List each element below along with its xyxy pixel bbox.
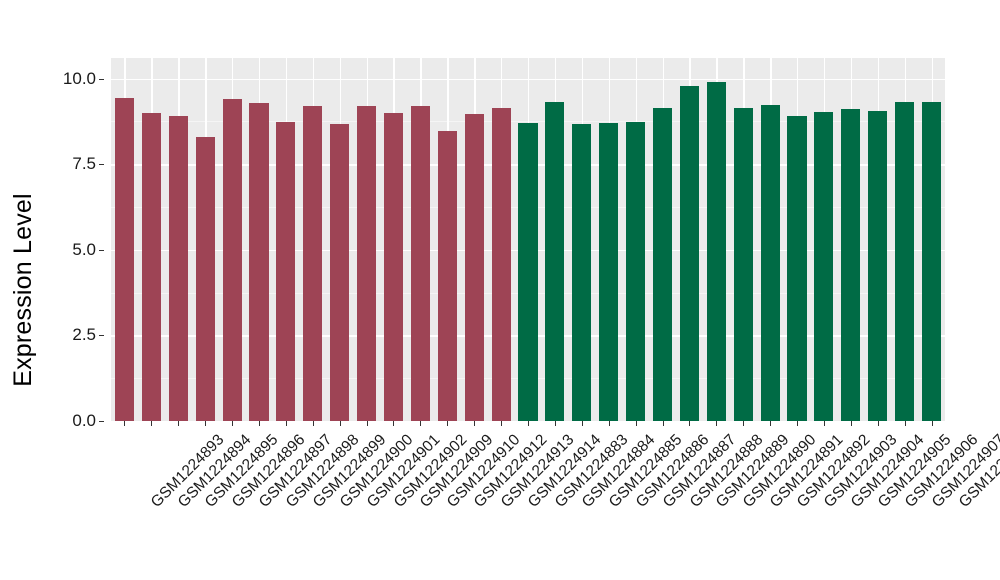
y-axis-tick-mark bbox=[99, 421, 104, 422]
bar bbox=[249, 102, 269, 421]
x-axis-tick-mark bbox=[420, 421, 422, 426]
x-axis-tick-mark bbox=[151, 421, 153, 426]
y-axis-tick-label-group: 0.0 2.5 5.0 7.5 10.0 bbox=[46, 0, 104, 580]
x-axis-tick-mark bbox=[312, 421, 314, 426]
x-axis-tick-mark bbox=[528, 421, 529, 426]
bar bbox=[168, 115, 188, 421]
bar bbox=[921, 102, 942, 421]
x-axis-tick-mark bbox=[393, 421, 395, 426]
x-axis-tick-mark bbox=[258, 421, 260, 426]
y-axis-tick-label: 2.5 bbox=[72, 325, 96, 345]
x-axis-tick-mark bbox=[662, 421, 664, 426]
x-axis-tick-mark bbox=[178, 421, 180, 426]
y-axis-tick-mark bbox=[99, 164, 104, 166]
bar bbox=[787, 116, 807, 421]
x-axis-tick-mark bbox=[285, 421, 287, 426]
x-axis-tick-mark bbox=[554, 421, 556, 426]
x-axis-tick-mark bbox=[716, 421, 718, 426]
y-axis-tick-label: 0.0 bbox=[72, 411, 96, 430]
y-axis-tick-label: 7.5 bbox=[72, 154, 96, 174]
x-axis-tick-mark bbox=[447, 421, 449, 426]
y-axis-tick-mark bbox=[99, 249, 104, 251]
y-axis-tick-label: 10.0 bbox=[62, 68, 96, 88]
bar bbox=[518, 123, 538, 421]
x-axis-tick-mark bbox=[474, 421, 476, 426]
bar bbox=[357, 105, 377, 421]
x-axis-tick-mark bbox=[366, 421, 368, 426]
bar bbox=[114, 98, 134, 421]
bar bbox=[410, 105, 430, 421]
bar bbox=[195, 137, 215, 421]
bar bbox=[679, 85, 699, 421]
x-axis-tick-mark bbox=[232, 421, 234, 426]
bar bbox=[330, 123, 350, 421]
x-axis-tick-mark bbox=[124, 421, 126, 426]
bar bbox=[572, 123, 592, 421]
x-axis-tick-mark bbox=[339, 421, 341, 426]
bar bbox=[868, 111, 888, 421]
x-axis-tick-mark-group bbox=[111, 421, 945, 427]
x-axis-tick-mark bbox=[635, 421, 637, 426]
y-axis-title: Expression Level bbox=[8, 193, 37, 387]
bar bbox=[491, 108, 511, 421]
bar bbox=[626, 122, 646, 421]
bar bbox=[895, 101, 915, 421]
y-axis-tick-mark bbox=[99, 335, 104, 337]
bar bbox=[599, 122, 619, 421]
x-axis-tick-mark bbox=[877, 421, 879, 426]
y-axis-tick-mark bbox=[99, 78, 104, 80]
x-axis-tick-label-group: GSM1224893 GSM1224894 GSM1224895 GSM1224896… bbox=[111, 427, 1000, 577]
x-axis-tick-mark bbox=[931, 421, 933, 426]
plot-panel bbox=[111, 58, 945, 421]
x-axis-tick-mark bbox=[205, 421, 207, 426]
x-axis-tick-mark bbox=[823, 421, 825, 426]
bar bbox=[222, 99, 242, 421]
x-axis-tick-mark bbox=[689, 421, 691, 426]
bar bbox=[733, 108, 753, 421]
bar bbox=[464, 114, 484, 421]
x-axis-tick-mark bbox=[797, 421, 799, 426]
bar bbox=[706, 81, 726, 421]
x-axis-tick-mark bbox=[581, 421, 583, 426]
x-axis-tick-mark bbox=[608, 421, 610, 426]
x-axis-tick-mark bbox=[850, 421, 852, 426]
bar bbox=[652, 108, 673, 421]
bar bbox=[841, 109, 861, 421]
bar bbox=[383, 113, 404, 421]
bar bbox=[303, 106, 323, 421]
bar bbox=[545, 102, 565, 421]
bar bbox=[437, 131, 457, 421]
x-axis-tick-mark bbox=[770, 421, 772, 426]
x-axis-tick-mark bbox=[501, 421, 503, 426]
x-axis-tick-mark bbox=[743, 421, 745, 426]
bar bbox=[814, 111, 834, 421]
bar bbox=[276, 122, 296, 421]
x-axis-tick-mark bbox=[904, 421, 906, 426]
bar bbox=[760, 104, 780, 421]
y-axis-tick-label: 5.0 bbox=[72, 239, 96, 259]
bar bbox=[141, 112, 161, 421]
